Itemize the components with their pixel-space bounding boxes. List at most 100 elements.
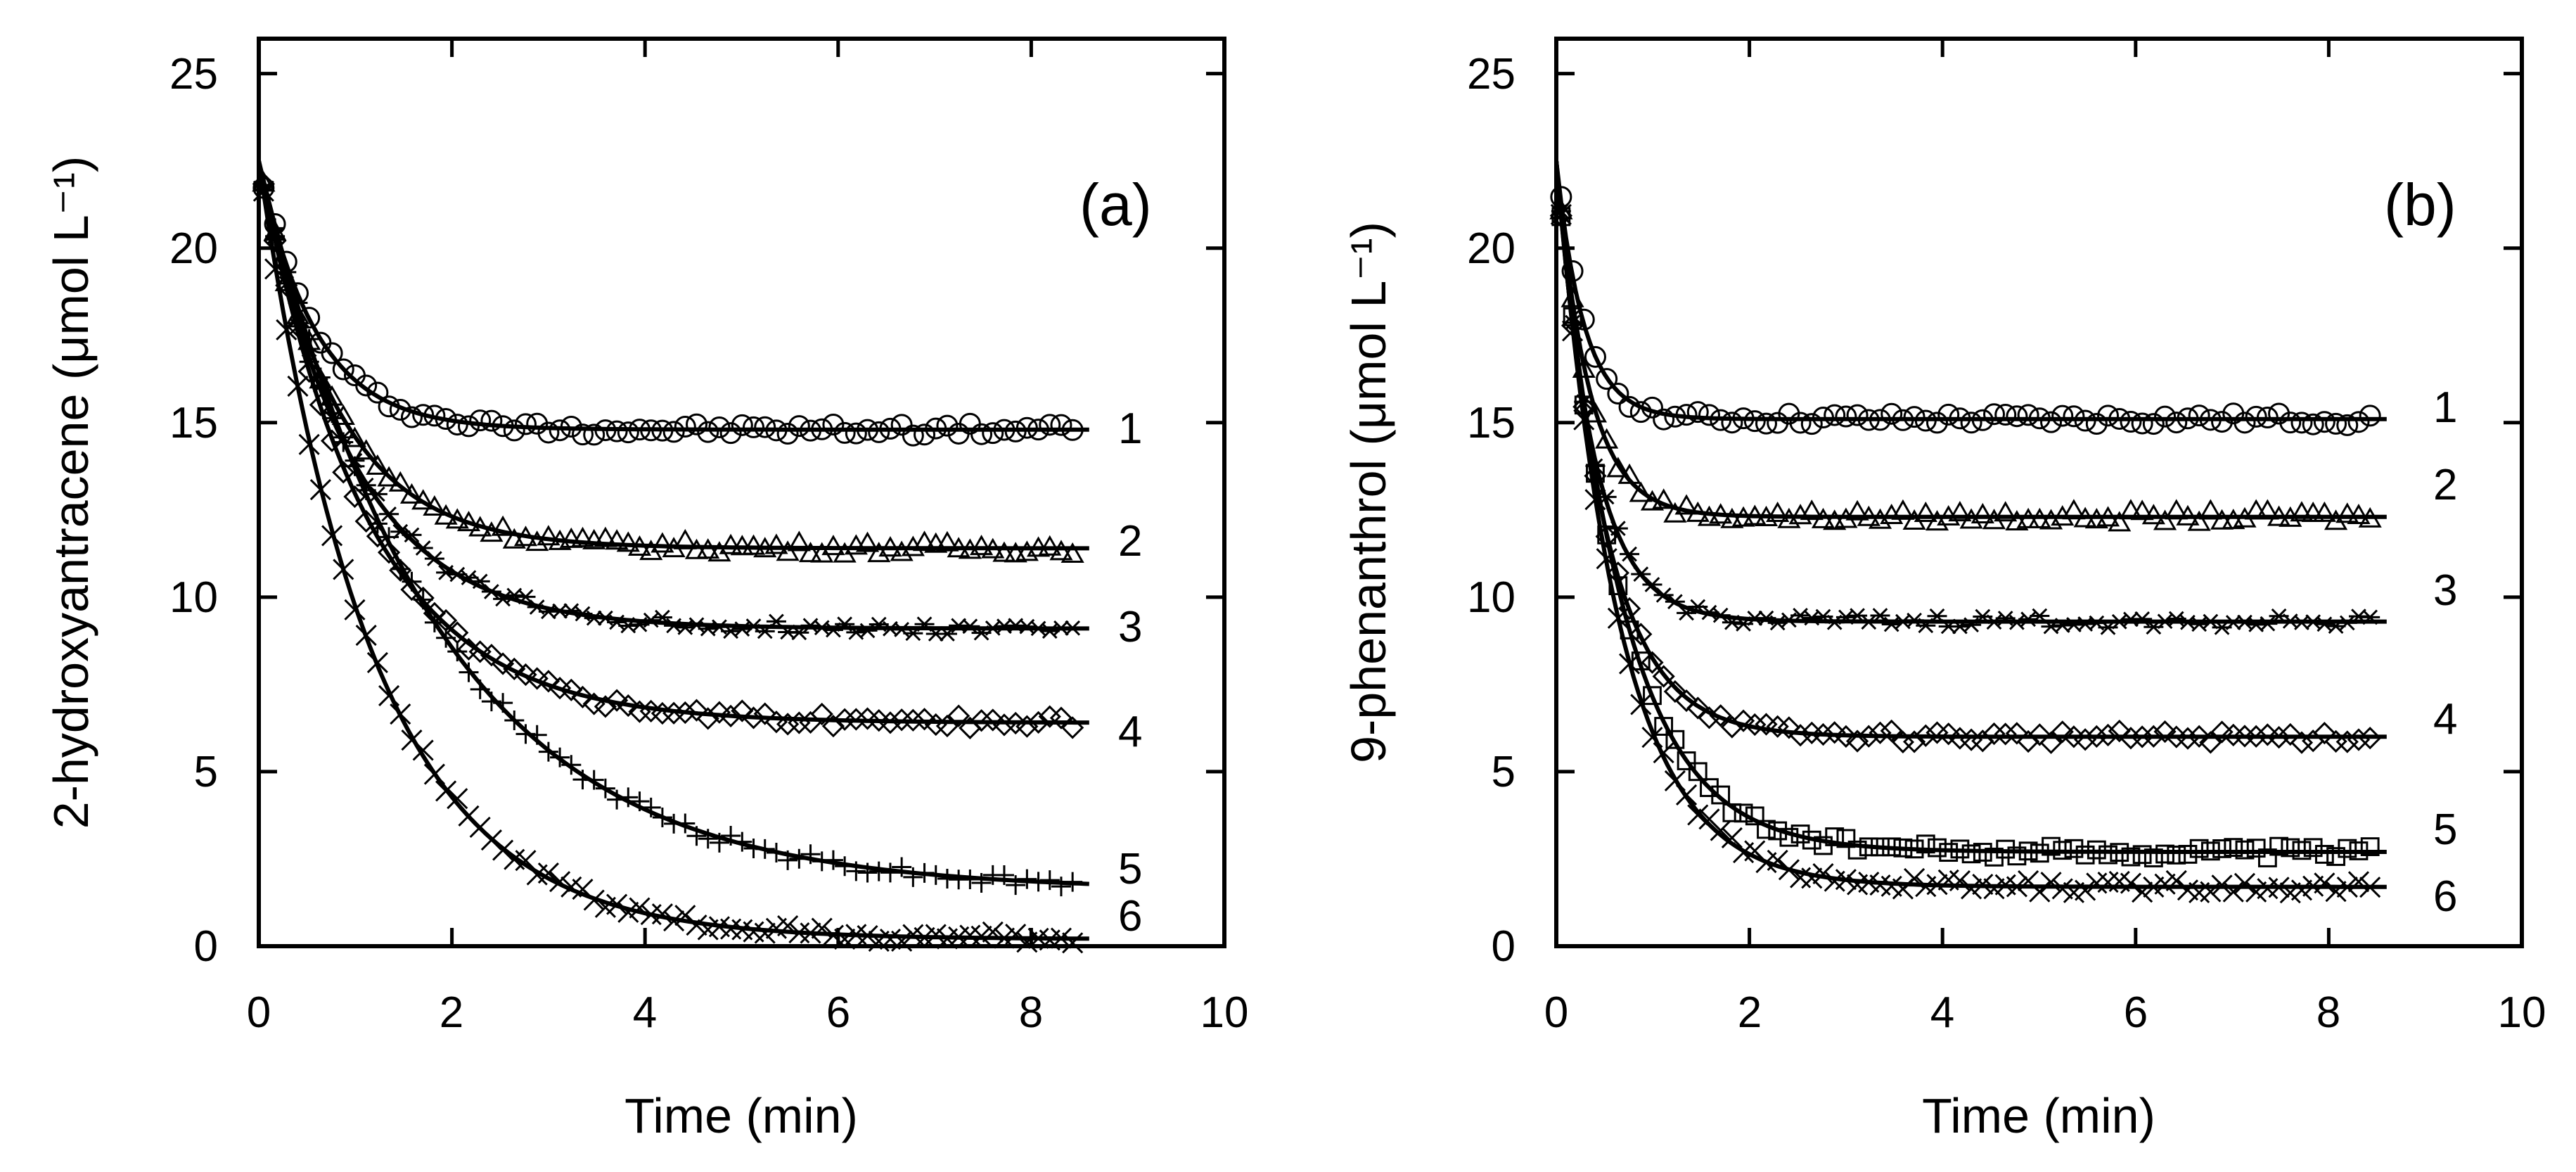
panel-b-series-2-point — [1845, 499, 1869, 521]
panel-a-series-4-point — [902, 708, 925, 732]
panel-b-series-2-point — [1959, 508, 1983, 529]
panel-b-fit-curve-6 — [1554, 160, 2387, 889]
panel-b-series-5-point — [2167, 846, 2186, 865]
panel-b-series-6-point — [1812, 863, 1834, 885]
panel-b-series-3-point — [2314, 616, 2335, 632]
panel-b-series-1-point — [2211, 411, 2234, 433]
panel-a-series-2-point — [787, 530, 811, 552]
panel-a-series-1-point — [674, 416, 696, 438]
panel-a-series-5-point — [903, 867, 923, 887]
panel-a-series-4-point — [343, 485, 366, 509]
panel-b-series-1-point — [2302, 413, 2324, 435]
panel-a-series-1-point — [503, 419, 525, 442]
panel-b-series-2-point — [2312, 501, 2336, 522]
panel-a-series-4-point — [332, 461, 355, 484]
panel-a-series-4-point — [354, 509, 378, 533]
panel-b-series-1-point — [1653, 408, 1675, 431]
panel-a-y-tick-25: 25 — [169, 50, 218, 98]
panel-b-series-1-point — [2325, 412, 2347, 435]
panel-a-series-1-point — [480, 409, 503, 432]
panel-b-series-5-point — [1825, 827, 1845, 846]
panel-b-series-4-point — [1937, 722, 1960, 746]
panel-b-series-1-point — [1789, 412, 1812, 434]
panel-a-series-2-point — [776, 540, 800, 561]
panel-a-panel-tag: (a) — [1079, 172, 1152, 238]
panel-a-series-6-point — [651, 903, 673, 925]
panel-b-series-1-point — [2336, 414, 2359, 436]
panel-b-y-tick-25: 25 — [1467, 50, 1516, 98]
panel-a-series-1-point — [457, 415, 480, 438]
panel-a-x-tick-10: 10 — [1200, 988, 1249, 1037]
panel-b-series-5-point — [2064, 839, 2084, 858]
panel-b-series-1-point — [2051, 405, 2074, 427]
panel-b-series-5-point — [1928, 838, 1947, 858]
panel-b-series-2-point — [2324, 509, 2348, 530]
panel-a-series-2-point — [1049, 540, 1073, 561]
panel-a-series-2-point — [651, 532, 674, 553]
panel-a-fit-curve-5 — [257, 160, 1089, 886]
panel-b-series-1-point — [2313, 411, 2335, 433]
panel-b-curve-label-3: 3 — [2433, 566, 2457, 615]
panel-b-series-4-point — [1652, 665, 1675, 688]
panel-b-y-tick-0: 0 — [1492, 922, 1516, 971]
panel-b-series-4-point — [2279, 722, 2302, 746]
panel-b-series-5-point — [1643, 686, 1662, 706]
panel-a-series-4-point — [821, 715, 845, 738]
panel-b-fit-curve-2 — [1554, 160, 2387, 519]
panel-b-series-4-point — [2131, 725, 2154, 749]
panel-b-series-4-point — [2267, 725, 2290, 749]
panel-a-series-2-point — [616, 531, 640, 552]
panel-b-x-tick-6: 6 — [2124, 988, 2148, 1037]
panel-b-series-4-markers — [1549, 204, 2382, 754]
panel-b-series-2-markers — [1549, 198, 2382, 532]
panel-a-series-1-point — [743, 416, 765, 438]
panel-a-series-1-point — [731, 414, 753, 436]
panel-b-series-1-point — [1960, 412, 1982, 434]
panel-b-y-tick-5: 5 — [1492, 748, 1516, 796]
panel-a-series-4-point — [400, 578, 423, 601]
panel-a-series-1-point — [617, 421, 639, 444]
panel-b-series-1-point — [2040, 411, 2063, 433]
panel-a-series-4-point — [674, 701, 697, 725]
panel-b-fit-curves — [1554, 160, 2387, 889]
panel-a-x-tick-2: 2 — [440, 988, 463, 1037]
panel-a-series-4-point — [833, 708, 857, 731]
panel-b-series-1-point — [1835, 405, 1857, 428]
panel-a-plot-frame — [257, 37, 1226, 948]
panel-b-series-1-point — [2165, 412, 2188, 434]
panel-a-series-2-point — [525, 530, 549, 552]
panel-b-series-6-point — [2120, 872, 2142, 894]
panel-b-series-1-point — [1846, 404, 1869, 426]
panel-b-series-1-point — [1880, 402, 1903, 425]
panel-b-series-5-point — [2257, 848, 2277, 867]
panel-b-series-5-point — [1677, 751, 1696, 770]
panel-a-series-4-point — [320, 429, 344, 452]
panel-a-series-1-point — [686, 413, 708, 435]
panel-a-series-4-point — [731, 699, 754, 722]
panel-a-series-6-point — [1016, 931, 1038, 953]
panel-a-series-4-point — [560, 678, 583, 701]
panel-a-curve-label-5: 5 — [1118, 845, 1142, 893]
panel-a-curve-label-6: 6 — [1118, 892, 1142, 941]
panel-a-fit-curve-4 — [257, 160, 1089, 725]
panel-b-series-1-point — [2234, 412, 2256, 434]
panel-a-series-4-point — [263, 229, 287, 253]
panel-a-series-1-point — [776, 423, 799, 445]
panel-b-series-2-point — [1971, 502, 1994, 523]
panel-a-series-2-point — [354, 439, 378, 460]
panel-b-series-2-point — [2290, 501, 2314, 522]
panel-a-series-1-point — [822, 414, 845, 436]
panel-b-series-1-point — [1596, 368, 1618, 390]
panel-b-series-5-point — [2246, 839, 2266, 858]
panel-b-markers — [1549, 186, 2382, 904]
panel-a: 0 2 4 6 8 10 0 5 10 15 20 25 Time (min) … — [44, 37, 1249, 1143]
panel-a-series-1-point — [719, 422, 742, 445]
panel-a-series-1-point — [697, 421, 719, 443]
panel-b-series-2-point — [1652, 488, 1676, 509]
panel-a-series-1-point — [754, 416, 776, 438]
panel-a-series-2-point — [969, 535, 994, 556]
panel-a-series-4-point — [913, 708, 936, 731]
panel-b-x-axis-title: Time (min) — [1922, 1088, 2155, 1143]
panel-b-series-6-point — [2314, 872, 2335, 894]
